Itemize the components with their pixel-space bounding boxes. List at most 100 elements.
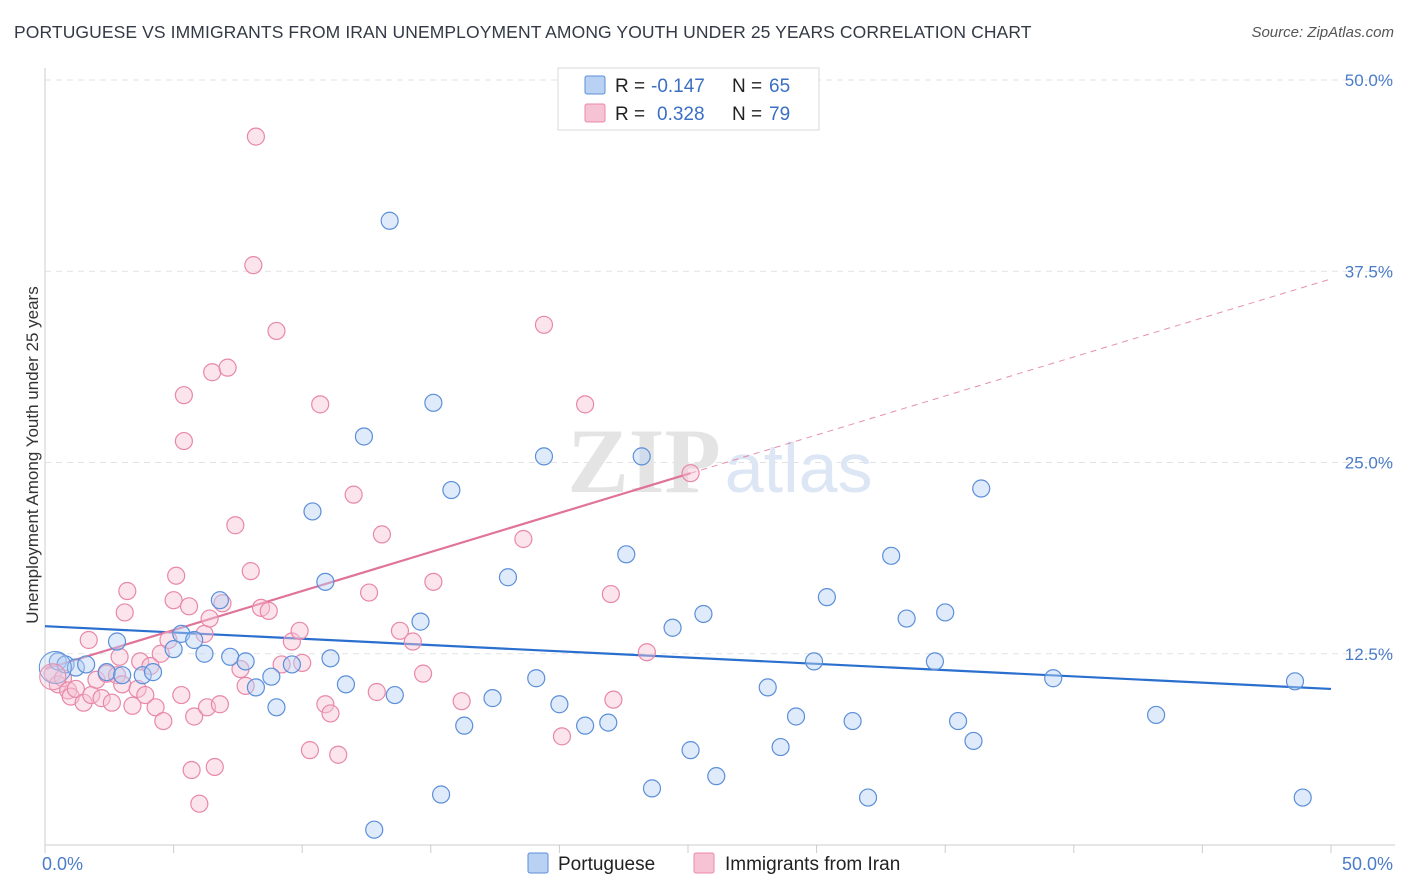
iran-point (452, 692, 471, 711)
iran-point (576, 395, 595, 414)
iran-point (210, 695, 229, 714)
portuguese-point (948, 711, 968, 731)
portuguese-point (236, 652, 255, 671)
portuguese-point (455, 716, 474, 735)
portuguese-point (1147, 705, 1166, 725)
iran-point (110, 647, 129, 666)
source-credit: Source: ZipAtlas.com (1251, 24, 1394, 41)
portuguese-point (1285, 672, 1305, 691)
portuguese-point (321, 649, 340, 668)
iran-point (267, 321, 286, 341)
iran-point (604, 690, 623, 709)
portuguese-point (599, 713, 618, 732)
legend-n-label: N = (732, 104, 762, 125)
legend-swatch-iran (584, 103, 606, 123)
portuguese-point (133, 666, 152, 685)
iran-point (424, 572, 443, 591)
portuguese-point (804, 652, 824, 671)
data-points (38, 127, 1312, 839)
iran-point (311, 395, 330, 414)
portuguese-point (380, 211, 399, 230)
portuguese-point (267, 698, 286, 717)
portuguese-point (786, 707, 806, 726)
portuguese-point (354, 427, 374, 446)
x-tick-label: 0.0% (42, 854, 83, 874)
iran-point (107, 666, 127, 685)
iran-point (601, 584, 620, 604)
iran-point (316, 695, 335, 714)
portuguese-point (707, 767, 726, 786)
watermark: ZIPatlas (567, 410, 872, 512)
portuguese-trend-line (44, 625, 1332, 691)
x-tick-label: 50.0% (1342, 854, 1393, 874)
iran-point (218, 358, 237, 377)
portuguese-point (771, 737, 790, 757)
legend-r-value: 0.328 (657, 104, 705, 125)
iran-point (136, 685, 155, 705)
y-tick-label: 50.0% (1345, 71, 1393, 90)
bottom-swatch-iran (693, 852, 715, 874)
x-tick-labels: 0.0% 50.0% (42, 854, 1393, 874)
portuguese-point (246, 678, 266, 697)
legend-n-label: N = (732, 76, 762, 97)
legend-entry-portuguese: Portuguese (558, 854, 655, 875)
iran-point (329, 745, 348, 764)
iran-cluster-point (39, 663, 67, 691)
portuguese-point (527, 669, 546, 688)
legend-swatch-portuguese (584, 75, 606, 95)
portuguese-point (1293, 788, 1312, 807)
portuguese-point (282, 655, 302, 674)
portuguese-point (694, 604, 713, 624)
portuguese-point (143, 663, 163, 682)
iran-point (246, 127, 266, 146)
portuguese-point (185, 630, 204, 650)
axes (44, 68, 1395, 853)
iran-point (102, 693, 121, 712)
iran-point (272, 655, 291, 674)
portuguese-point (431, 785, 451, 804)
iran-point (241, 562, 260, 581)
portuguese-point (210, 591, 229, 610)
y-tick-label: 25.0% (1345, 454, 1393, 473)
iran-point (167, 566, 186, 585)
watermark-zip: ZIP (567, 410, 720, 512)
iran-point (372, 525, 392, 544)
portuguese-point (758, 678, 777, 697)
portuguese-point (617, 545, 636, 564)
iran-point (174, 386, 193, 405)
iran-point (131, 652, 150, 671)
iran-point (182, 760, 201, 780)
bottom-swatch-portuguese (527, 852, 549, 874)
portuguese-point (336, 675, 356, 694)
portuguese-point (164, 640, 183, 659)
portuguese-point (365, 820, 384, 839)
portuguese-point (424, 393, 443, 412)
iran-point (66, 679, 85, 699)
iran-point (92, 689, 111, 708)
series-legend: Portuguese Immigrants from Iran (527, 852, 900, 875)
iran-point (205, 757, 224, 777)
legend-r-label: R = (615, 104, 645, 125)
portuguese-point (97, 663, 116, 682)
portuguese-point (316, 572, 335, 591)
portuguese-point (550, 695, 569, 714)
portuguese-point (262, 667, 281, 686)
iran-point (514, 529, 533, 549)
legend-n-value: 65 (769, 76, 790, 97)
portuguese-point (107, 632, 127, 651)
iran-point (390, 621, 410, 640)
iran-point (403, 632, 422, 651)
portuguese-point (442, 480, 461, 500)
portuguese-point (964, 731, 983, 751)
y-tick-label: 12.5% (1345, 645, 1393, 664)
iran-point (118, 581, 137, 601)
iran-point (154, 711, 173, 731)
portuguese-point (642, 779, 662, 798)
portuguese-point (632, 447, 651, 466)
grid-lines (45, 79, 1395, 655)
y-axis-label: Unemployment Among Youth under 25 years (23, 286, 42, 623)
iran-point (359, 583, 379, 602)
portuguese-point (576, 716, 595, 735)
iran-trend-line (44, 472, 691, 671)
